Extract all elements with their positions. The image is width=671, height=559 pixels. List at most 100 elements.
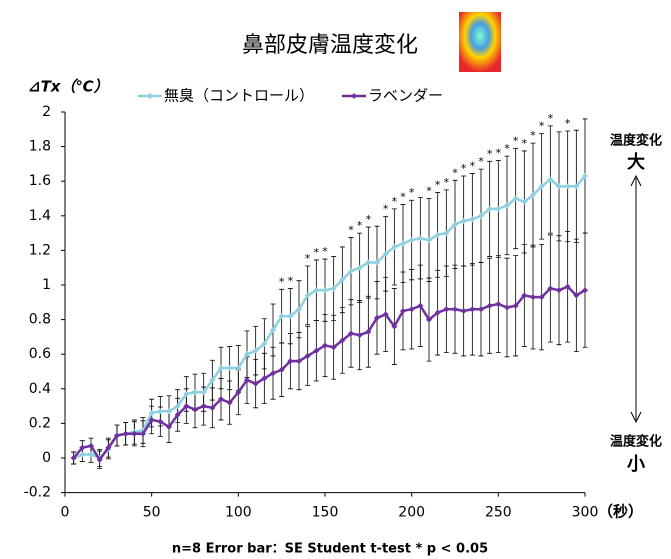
point xyxy=(391,243,398,250)
point xyxy=(209,377,216,384)
point xyxy=(426,316,432,323)
point xyxy=(166,423,172,430)
point xyxy=(252,347,259,354)
point xyxy=(452,306,458,313)
point xyxy=(443,230,450,237)
point xyxy=(252,380,259,387)
point xyxy=(218,396,224,403)
significance-marker: * xyxy=(279,275,285,288)
significance-marker: * xyxy=(435,178,441,191)
point xyxy=(287,358,294,365)
point xyxy=(96,456,103,463)
point xyxy=(582,173,588,180)
significance-marker: * xyxy=(504,142,510,155)
point xyxy=(304,292,311,299)
point xyxy=(512,302,519,309)
y-tick-label: 1.4 xyxy=(29,208,51,224)
point xyxy=(478,306,484,313)
significance-marker: * xyxy=(305,252,311,265)
point xyxy=(88,442,94,449)
point xyxy=(547,285,554,292)
point xyxy=(209,404,216,411)
point xyxy=(460,307,467,314)
legend-marker xyxy=(147,93,153,99)
significance-marker: * xyxy=(392,195,398,208)
point xyxy=(131,430,138,437)
point xyxy=(304,352,311,359)
point xyxy=(582,287,588,294)
point xyxy=(287,313,294,320)
point xyxy=(270,326,276,333)
point xyxy=(148,416,155,423)
point xyxy=(157,408,164,415)
arrow-heads xyxy=(630,174,642,424)
point xyxy=(79,451,86,458)
point xyxy=(469,306,476,313)
point xyxy=(556,287,562,294)
point xyxy=(382,250,389,257)
thermal-image xyxy=(459,12,501,72)
point xyxy=(322,342,328,349)
point xyxy=(564,183,571,190)
point xyxy=(244,351,250,358)
significance-marker: * xyxy=(288,274,294,287)
significance-marker: * xyxy=(357,219,363,232)
point xyxy=(226,399,233,406)
significance-marker: * xyxy=(452,166,458,179)
legend-label: ラベンダー xyxy=(368,87,443,105)
point xyxy=(296,358,302,365)
point xyxy=(365,328,372,335)
point xyxy=(157,418,164,425)
point xyxy=(70,455,77,461)
x-tick-label: 0 xyxy=(61,505,70,521)
point xyxy=(486,205,493,212)
point xyxy=(296,306,302,313)
side-label: 温度変化 xyxy=(610,133,662,149)
point xyxy=(495,301,502,308)
series-line xyxy=(73,175,586,460)
point xyxy=(244,377,250,384)
point xyxy=(235,389,242,396)
legend-marker xyxy=(351,93,358,99)
significance-marker: * xyxy=(409,186,415,199)
point xyxy=(495,205,502,212)
point xyxy=(270,370,276,377)
x-tick-label: 200 xyxy=(398,505,425,521)
point xyxy=(538,294,545,301)
point xyxy=(512,195,519,202)
x-tick-label: 250 xyxy=(485,505,512,521)
point xyxy=(114,432,120,439)
significance-marker: * xyxy=(487,147,493,160)
point xyxy=(330,344,337,351)
point xyxy=(400,307,406,314)
point xyxy=(166,408,172,415)
point xyxy=(79,444,86,451)
significance-marker: * xyxy=(348,223,354,236)
y-tick-label: -0.2 xyxy=(24,485,51,501)
point xyxy=(313,347,320,354)
significance-marker: * xyxy=(444,176,450,189)
point xyxy=(278,366,285,373)
point xyxy=(530,192,536,199)
point xyxy=(183,390,190,397)
point xyxy=(374,314,380,321)
point xyxy=(478,212,484,219)
significance-marker: * xyxy=(522,137,528,150)
point xyxy=(313,287,320,294)
x-tick-label: 150 xyxy=(312,505,339,521)
point xyxy=(374,259,380,266)
footnote: n=8 Error bar：SE Student t-test * p < 0.… xyxy=(172,542,488,557)
point xyxy=(391,323,398,330)
point xyxy=(261,340,268,347)
point xyxy=(400,240,406,247)
point xyxy=(564,283,571,290)
point xyxy=(538,183,545,190)
y-tick-label: 0.6 xyxy=(29,346,51,362)
point xyxy=(174,403,181,410)
point xyxy=(434,309,441,316)
significance-marker: * xyxy=(426,185,432,198)
point xyxy=(183,403,190,410)
point xyxy=(547,176,554,183)
point xyxy=(504,304,510,311)
